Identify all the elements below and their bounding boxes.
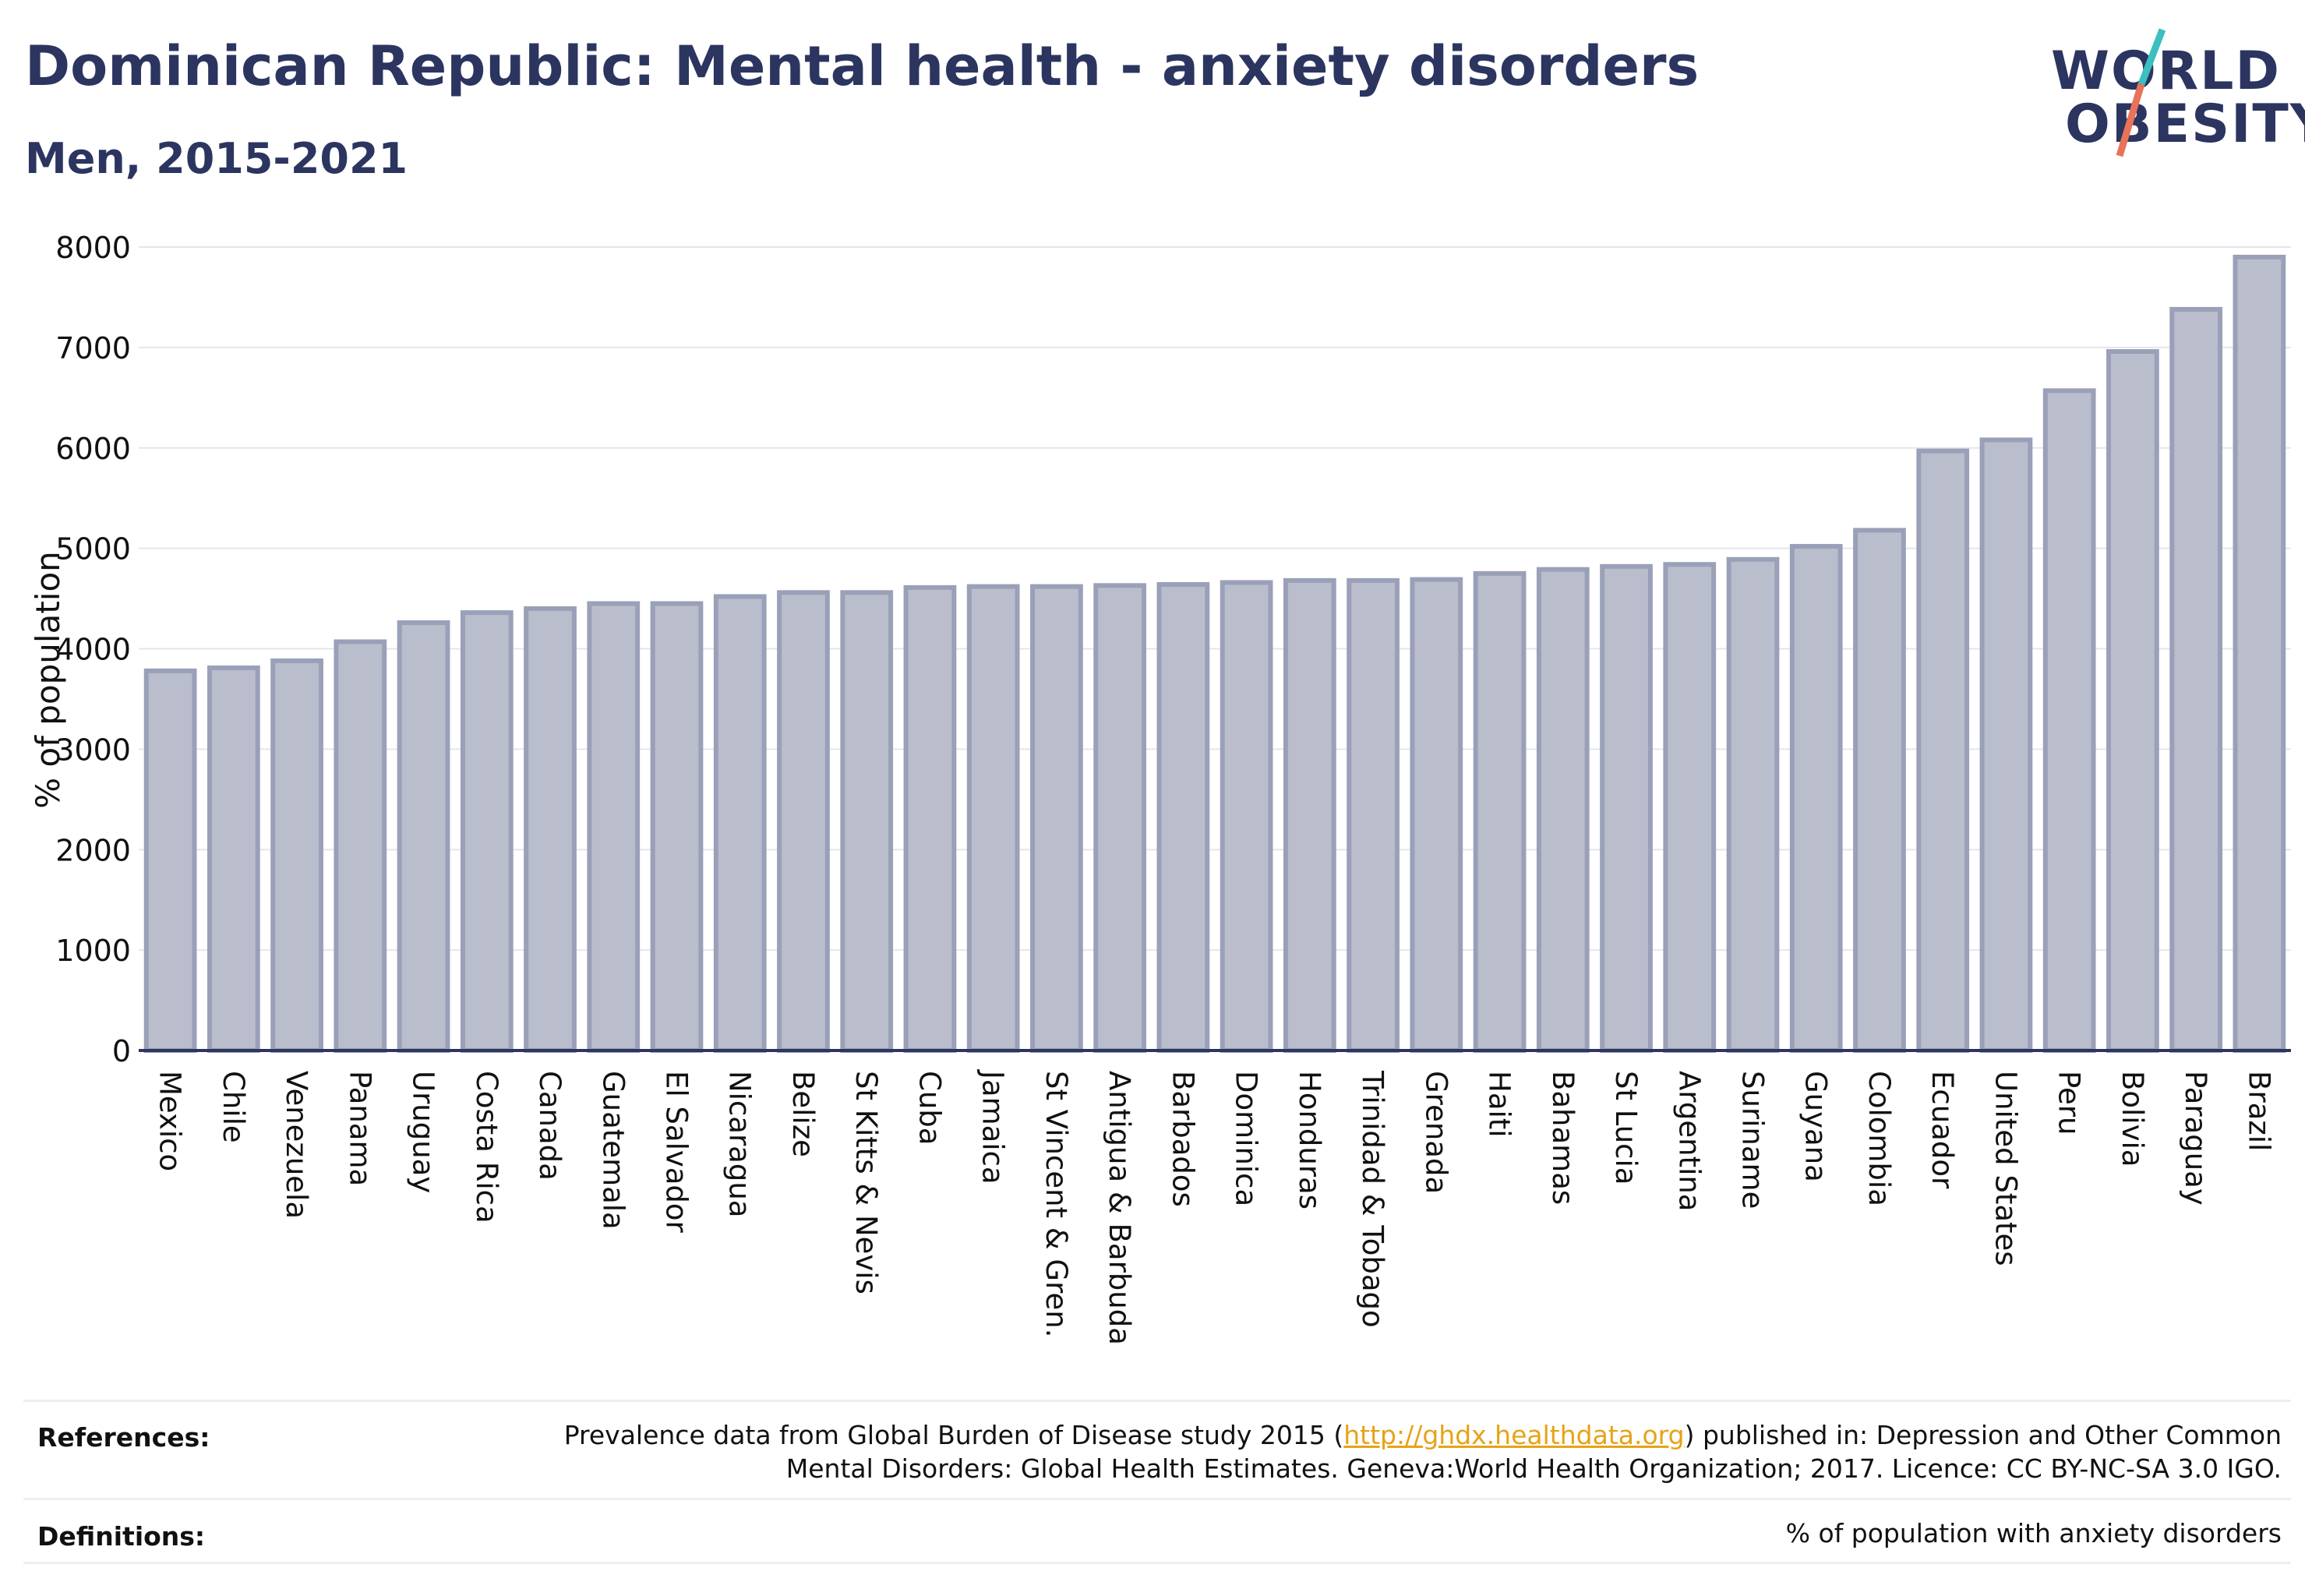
x-tick-label: Canada — [533, 1071, 567, 1181]
bar — [1220, 580, 1273, 1053]
references-line1: Prevalence data from Global Burden of Di… — [564, 1418, 2282, 1452]
x-tick-label: Barbados — [1166, 1071, 1199, 1207]
logo-line2: OBESITY — [2065, 94, 2305, 155]
bar — [2169, 306, 2223, 1053]
bar — [587, 601, 641, 1053]
x-tick-label: Jamaica — [976, 1069, 1010, 1185]
x-tick-label: Panama — [343, 1071, 376, 1186]
bar — [1347, 577, 1400, 1053]
bar — [1093, 583, 1147, 1053]
bar — [270, 658, 323, 1054]
x-tick-label: Honduras — [1293, 1071, 1326, 1209]
x-tick-label: Trinidad & Tobago — [1356, 1070, 1389, 1328]
x-tick-label: Colombia — [1862, 1071, 1896, 1206]
y-tick-label: 2000 — [55, 833, 131, 867]
y-tick-label: 8000 — [55, 231, 131, 265]
bar — [1789, 544, 1843, 1053]
chart-subtitle: Men, 2015-2021 — [25, 134, 408, 183]
bar — [1536, 567, 1590, 1053]
x-tick-label: Belize — [786, 1071, 820, 1157]
bar — [1600, 563, 1653, 1053]
footer-divider-middle — [23, 1498, 2291, 1500]
x-tick-label: Peru — [2053, 1071, 2086, 1135]
x-tick-label: Cuba — [912, 1071, 946, 1145]
bar — [1030, 584, 1083, 1053]
x-tick-label: Venezuela — [280, 1071, 313, 1219]
x-tick-label: Antigua & Barbuda — [1103, 1071, 1136, 1345]
references-line1-pre: Prevalence data from Global Burden of Di… — [563, 1420, 1344, 1450]
chart-title: Dominican Republic: Mental health - anxi… — [25, 34, 1700, 98]
bar — [903, 584, 957, 1053]
definitions-text: % of population with anxiety disorders — [1785, 1518, 2282, 1548]
x-tick-label: Ecuador — [1926, 1071, 1959, 1189]
references-line2: Mental Disorders: Global Health Estimate… — [785, 1453, 2282, 1484]
bar — [1410, 577, 1463, 1053]
bar — [840, 590, 894, 1053]
bar — [2042, 388, 2096, 1053]
x-tick-label: Nicaragua — [723, 1071, 757, 1217]
x-tick-label: Costa Rica — [470, 1071, 503, 1223]
bar — [650, 601, 704, 1053]
x-tick-label: Brazil — [2242, 1071, 2275, 1151]
references-text: Prevalence data from Global Burden of Di… — [564, 1418, 2282, 1485]
bar — [524, 606, 577, 1053]
bar — [460, 610, 514, 1053]
y-axis-label: % of population — [29, 551, 67, 809]
bar-chart: 0 1000 2000 3000 4000 5000 6000 7000 8000 Mexico C… — [29, 231, 2291, 1345]
x-tick-label: Haiti — [1483, 1071, 1516, 1138]
bar — [206, 665, 260, 1054]
bar — [1853, 528, 1906, 1053]
logo-line1: WORLD — [2051, 41, 2281, 102]
y-tick-label: 7000 — [55, 331, 131, 365]
x-tick-label: Suriname — [1736, 1071, 1770, 1209]
x-tick-label: Paraguay — [2179, 1071, 2212, 1206]
y-tick-label: 1000 — [55, 934, 131, 968]
bar — [1726, 556, 1780, 1053]
bar — [143, 668, 197, 1053]
bar — [2106, 349, 2159, 1053]
references-link[interactable]: http://ghdx.healthdata.org — [1343, 1420, 1685, 1450]
y-tick-label: 0 — [112, 1034, 131, 1068]
x-tick-label: El Salvador — [660, 1071, 694, 1234]
bar — [1283, 577, 1336, 1053]
x-tick-label: Guyana — [1799, 1071, 1833, 1182]
x-tick-label: Chile — [217, 1071, 250, 1143]
bar — [334, 639, 387, 1053]
y-tick-label: 5000 — [55, 532, 131, 567]
bar — [1663, 562, 1717, 1053]
x-tick-label: St Lucia — [1609, 1071, 1643, 1185]
x-tick-label: Uruguay — [407, 1071, 440, 1193]
bar — [713, 594, 767, 1053]
x-tick-label: St Vincent & Gren. — [1040, 1071, 1073, 1337]
footer-divider-bottom — [23, 1562, 2291, 1564]
world-obesity-logo: WORLD OBESITY — [2042, 23, 2305, 164]
definitions-label: Definitions: — [37, 1521, 206, 1552]
bar — [966, 584, 1020, 1053]
footer-divider-top — [23, 1400, 2291, 1402]
x-tick-label: United States — [1989, 1071, 2022, 1266]
bar — [1473, 570, 1527, 1053]
y-tick-label: 4000 — [55, 633, 131, 667]
bar — [1979, 437, 2033, 1053]
y-tick-label: 3000 — [55, 733, 131, 767]
bar — [1916, 448, 1970, 1053]
bar — [2233, 254, 2286, 1053]
bar — [1156, 582, 1210, 1053]
logo-slash-icon — [2116, 28, 2166, 157]
references-line1-post: ) published in: Depression and Other Com… — [1684, 1420, 2282, 1450]
bar — [397, 620, 450, 1053]
y-tick-label: 6000 — [55, 432, 131, 466]
bar — [777, 590, 830, 1053]
references-label: References: — [37, 1422, 210, 1453]
x-tick-label: Grenada — [1419, 1071, 1453, 1194]
x-tick-label: St Kitts & Nevis — [849, 1071, 883, 1294]
x-tick-label: Dominica — [1230, 1071, 1263, 1206]
x-tick-label: Guatemala — [596, 1071, 630, 1230]
x-tick-label: Mexico — [154, 1071, 187, 1171]
x-tick-label: Bolivia — [2116, 1071, 2149, 1167]
x-tick-label: Bahamas — [1546, 1071, 1580, 1205]
x-tick-label: Argentina — [1672, 1071, 1706, 1211]
